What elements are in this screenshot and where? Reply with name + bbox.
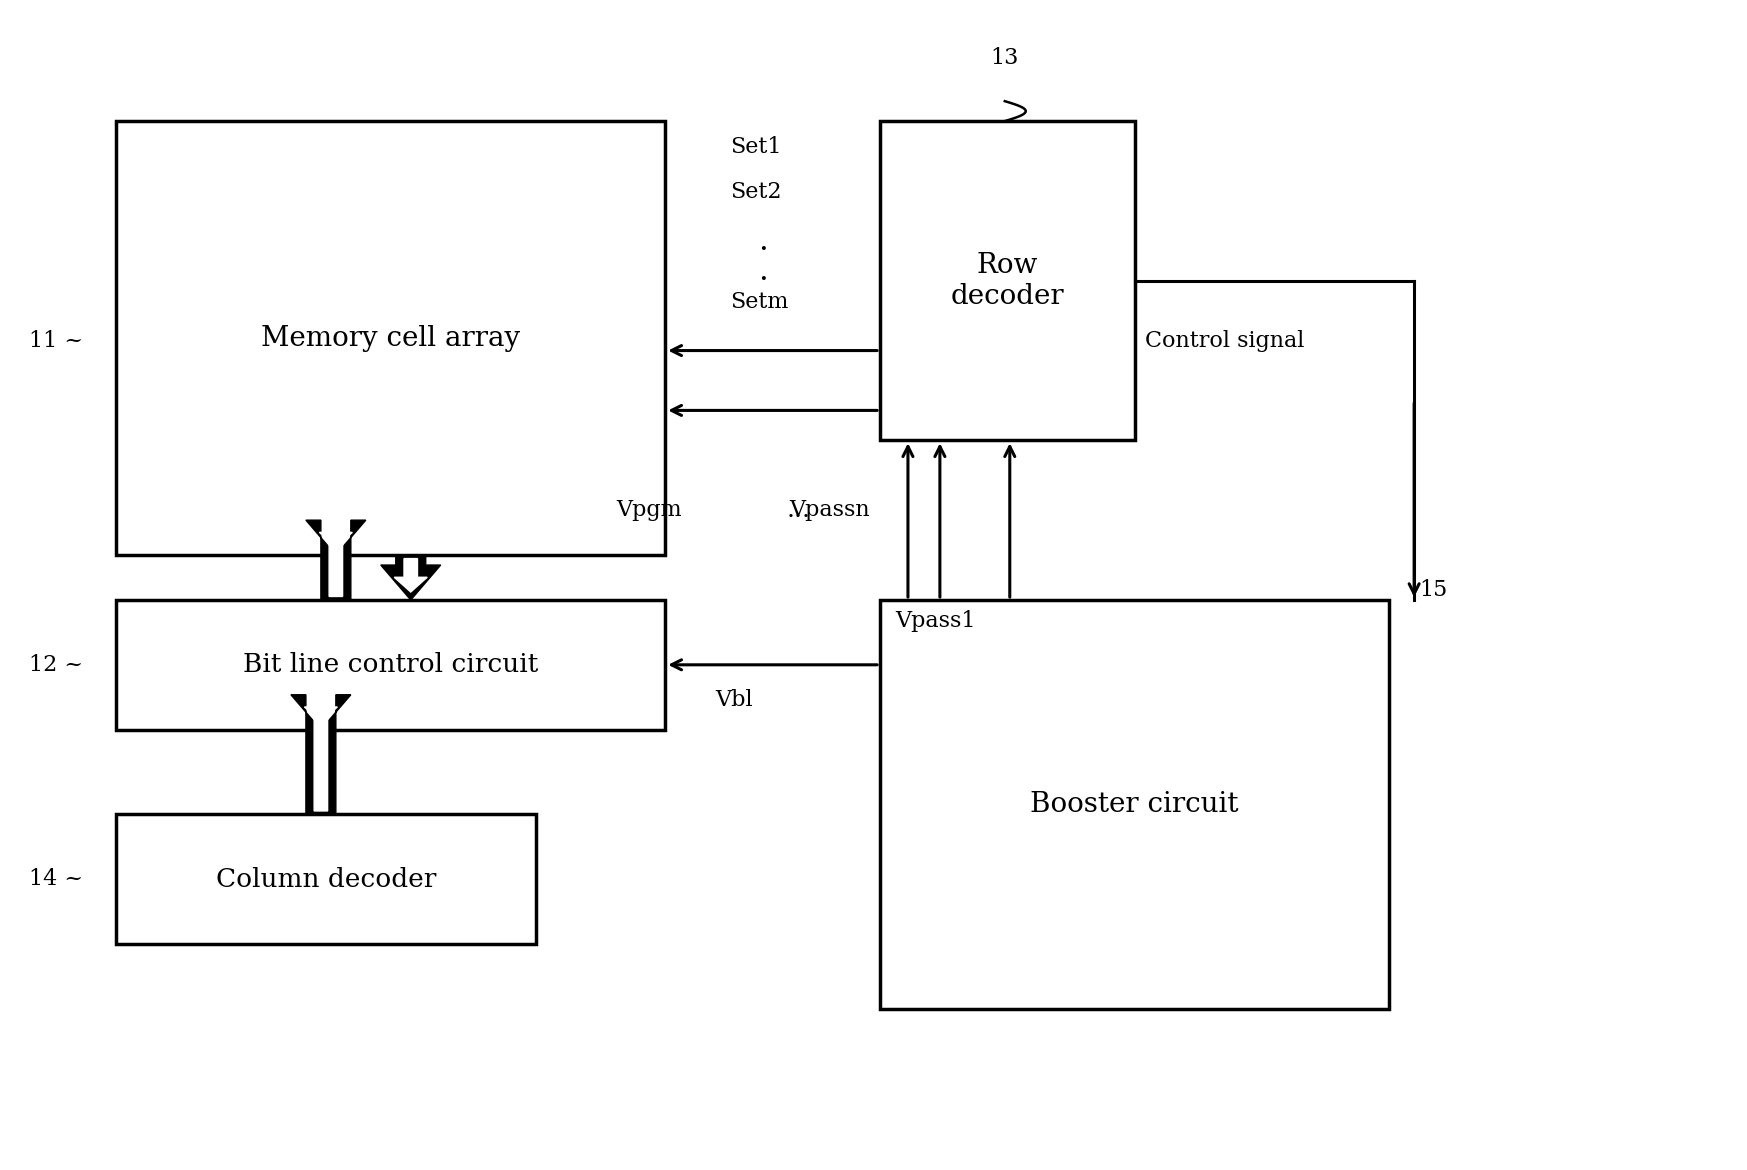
Text: Control signal: Control signal bbox=[1144, 330, 1303, 351]
Text: Row
decoder: Row decoder bbox=[950, 252, 1064, 310]
Polygon shape bbox=[304, 707, 337, 811]
Text: .: . bbox=[758, 256, 769, 287]
Text: 11 ~: 11 ~ bbox=[30, 330, 84, 351]
Text: 12 ~: 12 ~ bbox=[30, 654, 84, 676]
Text: Bit line control circuit: Bit line control circuit bbox=[243, 653, 538, 677]
Text: Vpassn: Vpassn bbox=[790, 500, 870, 521]
Text: Vpgm: Vpgm bbox=[617, 500, 683, 521]
Text: 14 ~: 14 ~ bbox=[30, 868, 84, 890]
Bar bbox=[117, 122, 666, 555]
Bar bbox=[117, 814, 536, 944]
Bar bbox=[880, 122, 1134, 440]
Text: ...: ... bbox=[788, 498, 811, 522]
Text: Setm: Setm bbox=[730, 290, 788, 312]
Text: Column decoder: Column decoder bbox=[215, 867, 437, 892]
Polygon shape bbox=[306, 521, 365, 600]
Text: 13: 13 bbox=[991, 47, 1019, 69]
Text: Memory cell array: Memory cell array bbox=[262, 324, 521, 352]
Text: Vpass1: Vpass1 bbox=[894, 610, 975, 632]
Polygon shape bbox=[320, 532, 353, 597]
Text: Set1: Set1 bbox=[730, 136, 781, 158]
Polygon shape bbox=[381, 555, 440, 600]
Bar bbox=[880, 600, 1389, 1009]
Text: Vbl: Vbl bbox=[715, 689, 753, 710]
Bar bbox=[117, 600, 666, 730]
Polygon shape bbox=[292, 695, 351, 814]
Text: 15: 15 bbox=[1419, 579, 1447, 601]
Text: Booster circuit: Booster circuit bbox=[1031, 791, 1239, 818]
Text: Set2: Set2 bbox=[730, 181, 781, 202]
Polygon shape bbox=[395, 558, 428, 592]
Text: .: . bbox=[758, 226, 769, 257]
